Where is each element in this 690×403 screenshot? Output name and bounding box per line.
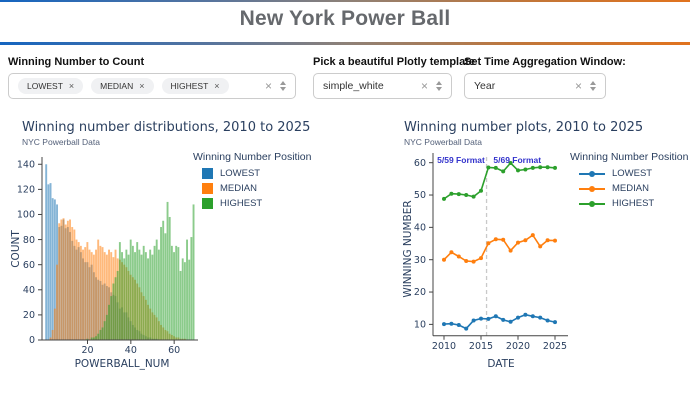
svg-text:50: 50 — [414, 190, 426, 201]
legend-line-swatch — [579, 185, 605, 192]
hist-axes — [38, 157, 198, 344]
clear-icon[interactable]: × — [574, 79, 582, 93]
legend-item-lowest[interactable]: LOWEST — [202, 168, 311, 179]
page-title: New York Power Ball — [239, 7, 451, 30]
legend-label: MEDIAN — [220, 183, 257, 194]
legend-title: Winning Number Position — [193, 151, 312, 163]
legend-item-median[interactable]: MEDIAN — [579, 183, 688, 194]
hist-series-highest — [86, 201, 195, 340]
svg-text:80: 80 — [23, 235, 35, 246]
histogram-xlabel: POWERBALL_NUM — [74, 358, 170, 370]
dropdown-arrows-icon[interactable] — [590, 81, 596, 91]
svg-text:2015: 2015 — [469, 341, 493, 352]
tag-remove-icon[interactable]: × — [214, 81, 220, 91]
hist-tick-labels: 20 40 60 0 20 40 60 80 100 120 140 — [17, 159, 180, 356]
legend-swatch — [202, 183, 213, 194]
format-annotation-569: 5/69 Format — [493, 155, 542, 166]
count-select-label: Winning Number to Count — [8, 56, 145, 68]
line-series-highest — [442, 161, 557, 201]
svg-text:60: 60 — [414, 158, 426, 169]
header-bottom-rule — [0, 42, 690, 45]
svg-text:20: 20 — [81, 345, 93, 356]
control-agg-window: Set Time Aggregation Window: Year × — [464, 56, 626, 99]
line-tick-labels: 2010 2015 2020 2025 10 20 30 40 50 60 — [414, 158, 567, 352]
format-annotation-559: 5/59 Format — [437, 155, 485, 166]
svg-text:100: 100 — [17, 210, 35, 221]
dropdown-arrows-icon[interactable] — [436, 81, 442, 91]
legend-line-swatch — [579, 170, 605, 177]
linechart-xlabel: DATE — [487, 358, 515, 370]
legend-label: LOWEST — [220, 168, 261, 179]
svg-text:60: 60 — [23, 260, 35, 271]
dropdown-arrows-icon[interactable] — [280, 81, 286, 91]
histogram-plot[interactable]: 20 40 60 0 20 40 60 80 100 120 140 — [17, 157, 198, 356]
legend-label: HIGHEST — [612, 198, 655, 209]
clear-icon[interactable]: × — [264, 79, 272, 93]
svg-text:10: 10 — [414, 320, 426, 331]
tag-remove-icon[interactable]: × — [139, 81, 145, 91]
control-template: Pick a beautiful Plotly template simple_… — [313, 56, 475, 99]
svg-text:40: 40 — [23, 285, 35, 296]
tag-remove-icon[interactable]: × — [68, 81, 75, 91]
legend-label: HIGHEST — [220, 198, 263, 209]
linechart-ylabel: WINNING NUMBER — [402, 200, 414, 298]
legend-label: MEDIAN — [612, 183, 649, 194]
legend-item-median[interactable]: MEDIAN — [202, 183, 311, 194]
svg-text:20: 20 — [23, 310, 35, 321]
svg-text:120: 120 — [17, 185, 35, 196]
template-select-label: Pick a beautiful Plotly template — [313, 56, 475, 68]
legend-swatch — [202, 198, 213, 209]
header-top-rule — [0, 0, 690, 2]
svg-text:30: 30 — [414, 255, 426, 266]
template-select[interactable]: simple_white × — [313, 73, 452, 99]
legend-item-lowest[interactable]: LOWEST — [579, 168, 688, 179]
line-axes — [429, 153, 568, 340]
count-select[interactable]: LOWEST × MEDIAN × HIGHEST × × — [8, 73, 296, 99]
tag-label: MEDIAN — [100, 81, 134, 91]
selected-tag-highest[interactable]: HIGHEST × — [161, 78, 229, 94]
window-select-label: Set Time Aggregation Window: — [464, 56, 626, 68]
clear-icon[interactable]: × — [420, 79, 428, 93]
svg-text:40: 40 — [414, 223, 426, 234]
linechart-title: Winning number plots, 2010 to 2025 — [404, 120, 644, 135]
legend-swatch — [202, 168, 213, 179]
line-series-median — [442, 233, 557, 264]
histogram-legend: Winning Number Position LOWEST MEDIAN HI… — [193, 151, 311, 213]
window-select[interactable]: Year × — [464, 73, 606, 99]
svg-text:2010: 2010 — [432, 341, 456, 352]
svg-text:2025: 2025 — [543, 341, 567, 352]
legend-item-highest[interactable]: HIGHEST — [202, 198, 311, 209]
tag-label: LOWEST — [27, 81, 63, 91]
svg-text:2020: 2020 — [506, 341, 530, 352]
legend-line-swatch — [579, 200, 605, 207]
linechart-subtitle: NYC Powerball Data — [404, 137, 482, 147]
tag-label: HIGHEST — [170, 81, 209, 91]
window-select-value: Year — [474, 80, 496, 92]
svg-text:40: 40 — [125, 345, 137, 356]
histogram-ylabel: COUNT — [10, 230, 22, 268]
svg-text:0: 0 — [29, 335, 35, 346]
svg-text:20: 20 — [414, 287, 426, 298]
legend-label: LOWEST — [612, 168, 653, 179]
line-series-lowest — [442, 312, 557, 331]
legend-item-highest[interactable]: HIGHEST — [579, 198, 688, 209]
selected-tag-median[interactable]: MEDIAN × — [91, 78, 154, 94]
template-select-value: simple_white — [323, 80, 384, 92]
line-plot[interactable]: 2010 2015 2020 2025 10 20 30 40 50 60 — [414, 153, 568, 352]
histogram-title: Winning number distributions, 2010 to 20… — [22, 120, 311, 135]
svg-text:60: 60 — [168, 345, 180, 356]
svg-text:140: 140 — [17, 159, 35, 170]
selected-tag-lowest[interactable]: LOWEST × — [18, 78, 84, 94]
histogram-subtitle: NYC Powerball Data — [22, 137, 100, 147]
linechart-legend: Winning Number Position LOWEST MEDIAN HI… — [570, 151, 688, 213]
legend-title: Winning Number Position — [570, 151, 689, 163]
control-winning-number: Winning Number to Count LOWEST × MEDIAN … — [8, 56, 296, 99]
